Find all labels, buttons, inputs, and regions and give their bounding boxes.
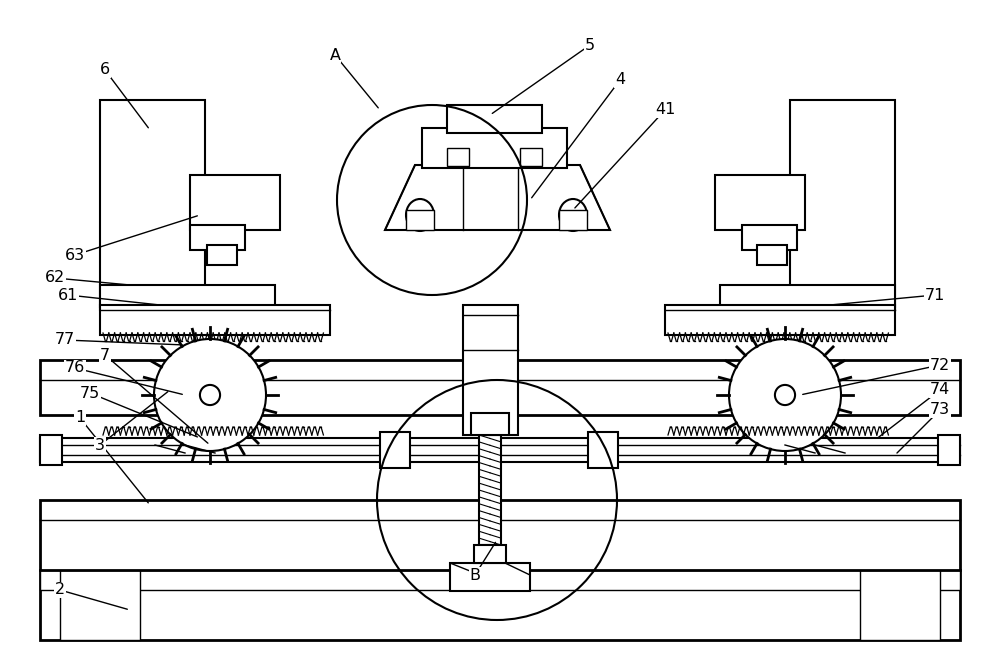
Text: 6: 6 <box>100 63 110 77</box>
Bar <box>207 245 237 265</box>
Text: 61: 61 <box>58 288 78 303</box>
Text: 63: 63 <box>65 247 85 262</box>
Text: 76: 76 <box>65 360 85 375</box>
Bar <box>60 570 140 640</box>
Text: 77: 77 <box>55 332 75 348</box>
Text: 72: 72 <box>930 358 950 373</box>
Ellipse shape <box>559 199 587 231</box>
Circle shape <box>729 339 841 451</box>
Text: 1: 1 <box>75 410 85 426</box>
Circle shape <box>775 385 795 405</box>
Bar <box>406 210 434 230</box>
Bar <box>463 305 518 435</box>
Bar <box>190 225 245 250</box>
Text: 75: 75 <box>80 385 100 401</box>
Bar <box>100 305 330 335</box>
Bar <box>380 432 410 468</box>
Bar <box>450 563 530 591</box>
Text: 73: 73 <box>930 403 950 418</box>
Text: 74: 74 <box>930 383 950 397</box>
Bar <box>665 305 895 335</box>
Circle shape <box>200 385 220 405</box>
Text: B: B <box>470 568 480 582</box>
Polygon shape <box>385 165 610 230</box>
Bar <box>559 210 587 230</box>
Text: 7: 7 <box>100 348 110 362</box>
Bar <box>40 570 960 640</box>
Text: 3: 3 <box>95 438 105 453</box>
Bar <box>40 570 960 590</box>
Text: 2: 2 <box>55 582 65 598</box>
Bar <box>938 435 960 465</box>
Text: 41: 41 <box>655 102 675 118</box>
Text: A: A <box>330 48 340 63</box>
Bar <box>479 435 501 545</box>
Bar <box>100 285 275 307</box>
Bar <box>860 570 940 640</box>
Bar <box>588 432 618 468</box>
Bar <box>520 148 542 166</box>
Bar <box>742 225 797 250</box>
Text: 71: 71 <box>925 288 945 303</box>
Bar <box>100 100 205 310</box>
Bar <box>715 175 805 230</box>
Bar <box>40 360 960 415</box>
Bar <box>757 245 787 265</box>
Bar <box>422 128 567 168</box>
Text: 62: 62 <box>45 270 65 286</box>
Text: 4: 4 <box>615 73 625 87</box>
Bar <box>190 175 280 230</box>
Circle shape <box>154 339 266 451</box>
Bar <box>790 100 895 310</box>
Bar <box>40 500 960 570</box>
Bar <box>474 545 506 563</box>
Bar <box>40 438 960 462</box>
Text: 5: 5 <box>585 38 595 52</box>
Ellipse shape <box>406 199 434 231</box>
Bar <box>471 413 509 435</box>
Bar <box>447 105 542 133</box>
Bar <box>447 148 469 166</box>
Bar <box>720 285 895 307</box>
Bar <box>40 435 62 465</box>
